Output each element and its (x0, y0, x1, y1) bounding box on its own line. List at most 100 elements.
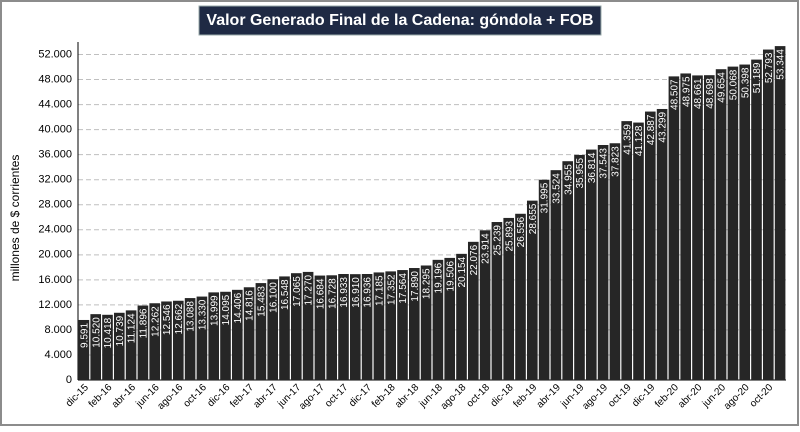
y-tick-label: 48.000 (38, 73, 72, 85)
data-label: 41.128 (634, 125, 645, 156)
data-label: 12.262 (150, 306, 161, 337)
data-label: 35.955 (575, 158, 586, 189)
data-label: 17.065 (292, 276, 303, 307)
data-label: 42.887 (646, 114, 657, 145)
bar (78, 319, 90, 380)
data-label: 16.910 (351, 277, 362, 308)
data-label: 25.893 (504, 220, 515, 251)
bar (137, 305, 149, 380)
data-label: 26.556 (516, 216, 527, 247)
data-label: 13.088 (186, 301, 197, 332)
bar (184, 298, 196, 380)
data-label: 33.524 (552, 173, 563, 204)
data-label: 14.406 (233, 292, 244, 323)
bar (279, 276, 290, 380)
data-label: 48.698 (705, 78, 716, 109)
data-label: 15.483 (257, 286, 268, 317)
bar (314, 275, 326, 380)
bar (609, 143, 621, 380)
bar (774, 46, 786, 380)
data-label: 41.359 (622, 124, 633, 155)
bar (326, 275, 338, 380)
y-tick-label: 36.000 (38, 149, 72, 161)
data-label: 11.896 (139, 308, 150, 338)
data-label: 17.564 (398, 273, 409, 304)
data-label: 36.814 (587, 152, 598, 183)
data-label: 28.655 (528, 203, 539, 234)
bar (703, 75, 715, 381)
data-label: 19.196 (434, 262, 445, 293)
bar (515, 213, 526, 380)
data-label: 17.270 (304, 274, 315, 305)
bar (574, 154, 585, 380)
bar (668, 76, 680, 380)
data-label: 16.684 (316, 278, 327, 309)
bar (408, 268, 420, 380)
bar (397, 270, 408, 380)
title-box (198, 5, 602, 36)
bar (385, 271, 397, 380)
y-axis-label: millones de $ corrientes (8, 155, 22, 282)
bar (444, 257, 456, 380)
bar (373, 272, 385, 380)
y-tick-label: 20.000 (38, 249, 72, 261)
data-label: 16.728 (327, 278, 338, 309)
bar (538, 179, 550, 380)
data-label: 9.591 (80, 323, 91, 348)
bar (338, 274, 349, 380)
bar (739, 64, 751, 381)
bar (361, 273, 373, 380)
bar (125, 310, 137, 380)
bar (692, 75, 703, 380)
data-label: 50.398 (740, 67, 751, 98)
bar (172, 300, 184, 380)
y-tick-label: 4.000 (44, 349, 72, 361)
bar (90, 314, 102, 380)
bar (633, 122, 644, 380)
data-label: 10.418 (103, 317, 114, 348)
bar (715, 69, 727, 380)
data-label: 10.739 (115, 315, 126, 346)
bar (656, 108, 668, 380)
bar (231, 289, 243, 380)
data-label: 17.185 (375, 275, 386, 306)
data-label: 17.890 (410, 271, 421, 302)
data-label: 31.995 (540, 182, 551, 213)
bar (644, 111, 656, 381)
data-label: 12.662 (174, 303, 185, 334)
y-tick-label: 52.000 (38, 48, 72, 60)
y-tick-label: 24.000 (38, 224, 72, 236)
data-label: 22.076 (469, 244, 480, 275)
data-label: 50.068 (729, 69, 740, 100)
data-label: 51.189 (752, 62, 763, 93)
bar (432, 259, 444, 380)
data-label: 20.154 (457, 256, 468, 287)
data-label: 16.936 (363, 277, 374, 308)
data-label: 49.654 (717, 72, 728, 103)
bar (597, 145, 609, 380)
bar (349, 274, 361, 380)
data-label: 37.543 (599, 148, 610, 179)
data-label: 14.816 (245, 290, 256, 321)
bar (680, 73, 692, 381)
bar (727, 66, 739, 381)
y-tick-label: 44.000 (38, 98, 72, 110)
bar (467, 241, 479, 380)
data-label: 43.299 (658, 112, 669, 143)
bar (550, 170, 562, 380)
bar (456, 253, 467, 380)
y-tick-label: 28.000 (38, 199, 72, 211)
data-label: 48.507 (670, 79, 681, 110)
data-label: 52.793 (764, 52, 775, 83)
y-tick-label: 40.000 (38, 124, 72, 136)
bar (267, 279, 279, 380)
bar (102, 314, 113, 380)
bar (113, 312, 125, 380)
bar (243, 287, 255, 380)
y-tick-label: 16.000 (38, 274, 72, 286)
data-label: 11.124 (127, 313, 138, 343)
bar (208, 292, 220, 380)
bar (762, 49, 774, 380)
y-tick-label: 8.000 (44, 324, 72, 336)
data-label: 18.295 (422, 268, 433, 299)
